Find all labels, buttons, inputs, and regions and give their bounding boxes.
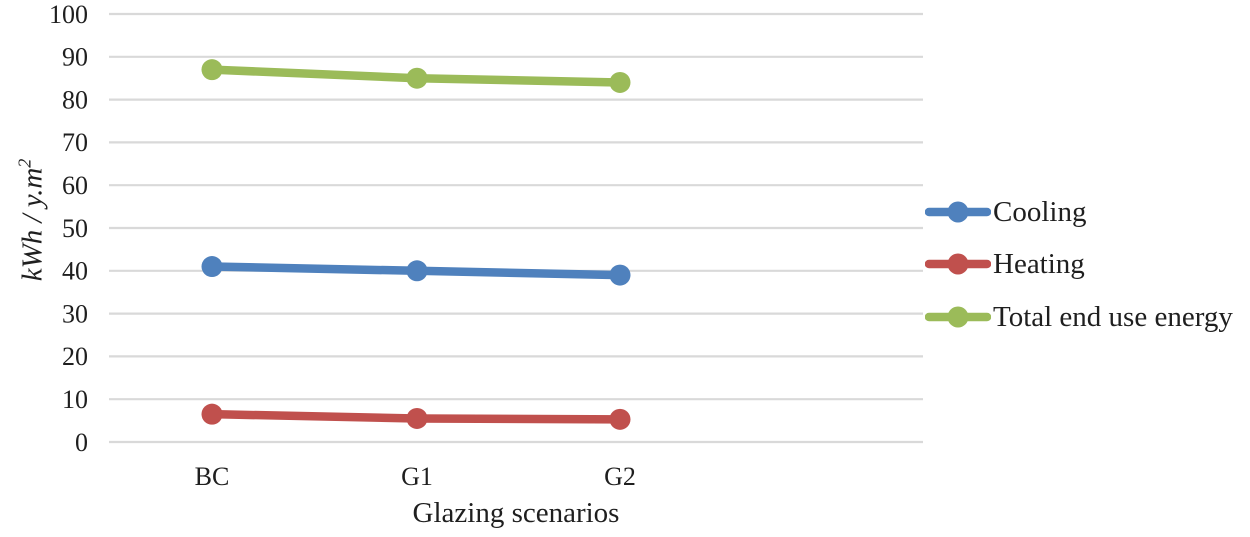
y-tick-label-60: 60 xyxy=(62,171,88,200)
y-tick-label-80: 80 xyxy=(62,85,88,114)
y-tick-label-100: 100 xyxy=(49,0,88,29)
y-tick-label-0: 0 xyxy=(75,428,88,457)
legend-marker-total-end-use-energy xyxy=(925,306,991,328)
y-axis-title-text: kWh / y.m xyxy=(16,167,49,282)
data-point-total-end-use-energy-g2 xyxy=(609,71,631,93)
y-axis-title: kWh / y.m2 xyxy=(15,159,50,282)
legend-label-heating: Heating xyxy=(993,247,1085,280)
legend-marker-heating xyxy=(925,253,991,275)
legend-label-cooling: Cooling xyxy=(993,195,1087,228)
legend-item-cooling: Cooling xyxy=(925,192,1086,232)
y-tick-label-90: 90 xyxy=(62,43,88,72)
data-point-cooling-g2 xyxy=(609,264,631,286)
legend-point xyxy=(947,253,969,275)
y-tick-label-10: 10 xyxy=(62,385,88,414)
legend-item-total-end-use-energy: Total end use energy xyxy=(925,297,1233,337)
y-axis-title-superscript: 2 xyxy=(14,158,35,168)
data-point-heating-g1 xyxy=(406,407,428,429)
x-tick-label-g2: G2 xyxy=(604,462,636,491)
y-tick-label-70: 70 xyxy=(62,128,88,157)
data-point-cooling-g1 xyxy=(406,260,428,282)
legend-marker-cooling xyxy=(925,201,991,223)
data-point-cooling-bc xyxy=(201,256,223,278)
x-tick-label-g1: G1 xyxy=(401,462,433,491)
y-tick-label-30: 30 xyxy=(62,299,88,328)
y-tick-label-40: 40 xyxy=(62,257,88,286)
legend-label-total-end-use-energy: Total end use energy xyxy=(993,300,1233,333)
data-point-total-end-use-energy-bc xyxy=(201,59,223,81)
y-tick-label-20: 20 xyxy=(62,342,88,371)
legend: Cooling Heating Total end use energy xyxy=(925,0,1250,537)
legend-point xyxy=(947,201,969,223)
data-point-total-end-use-energy-g1 xyxy=(406,67,428,89)
y-tick-label-50: 50 xyxy=(62,214,88,243)
legend-item-heating: Heating xyxy=(925,244,1085,284)
x-tick-label-bc: BC xyxy=(195,462,230,491)
data-point-heating-bc xyxy=(201,403,223,425)
legend-point xyxy=(947,306,969,328)
x-axis-title: Glazing scenarios xyxy=(412,497,620,529)
data-point-heating-g2 xyxy=(609,408,631,430)
